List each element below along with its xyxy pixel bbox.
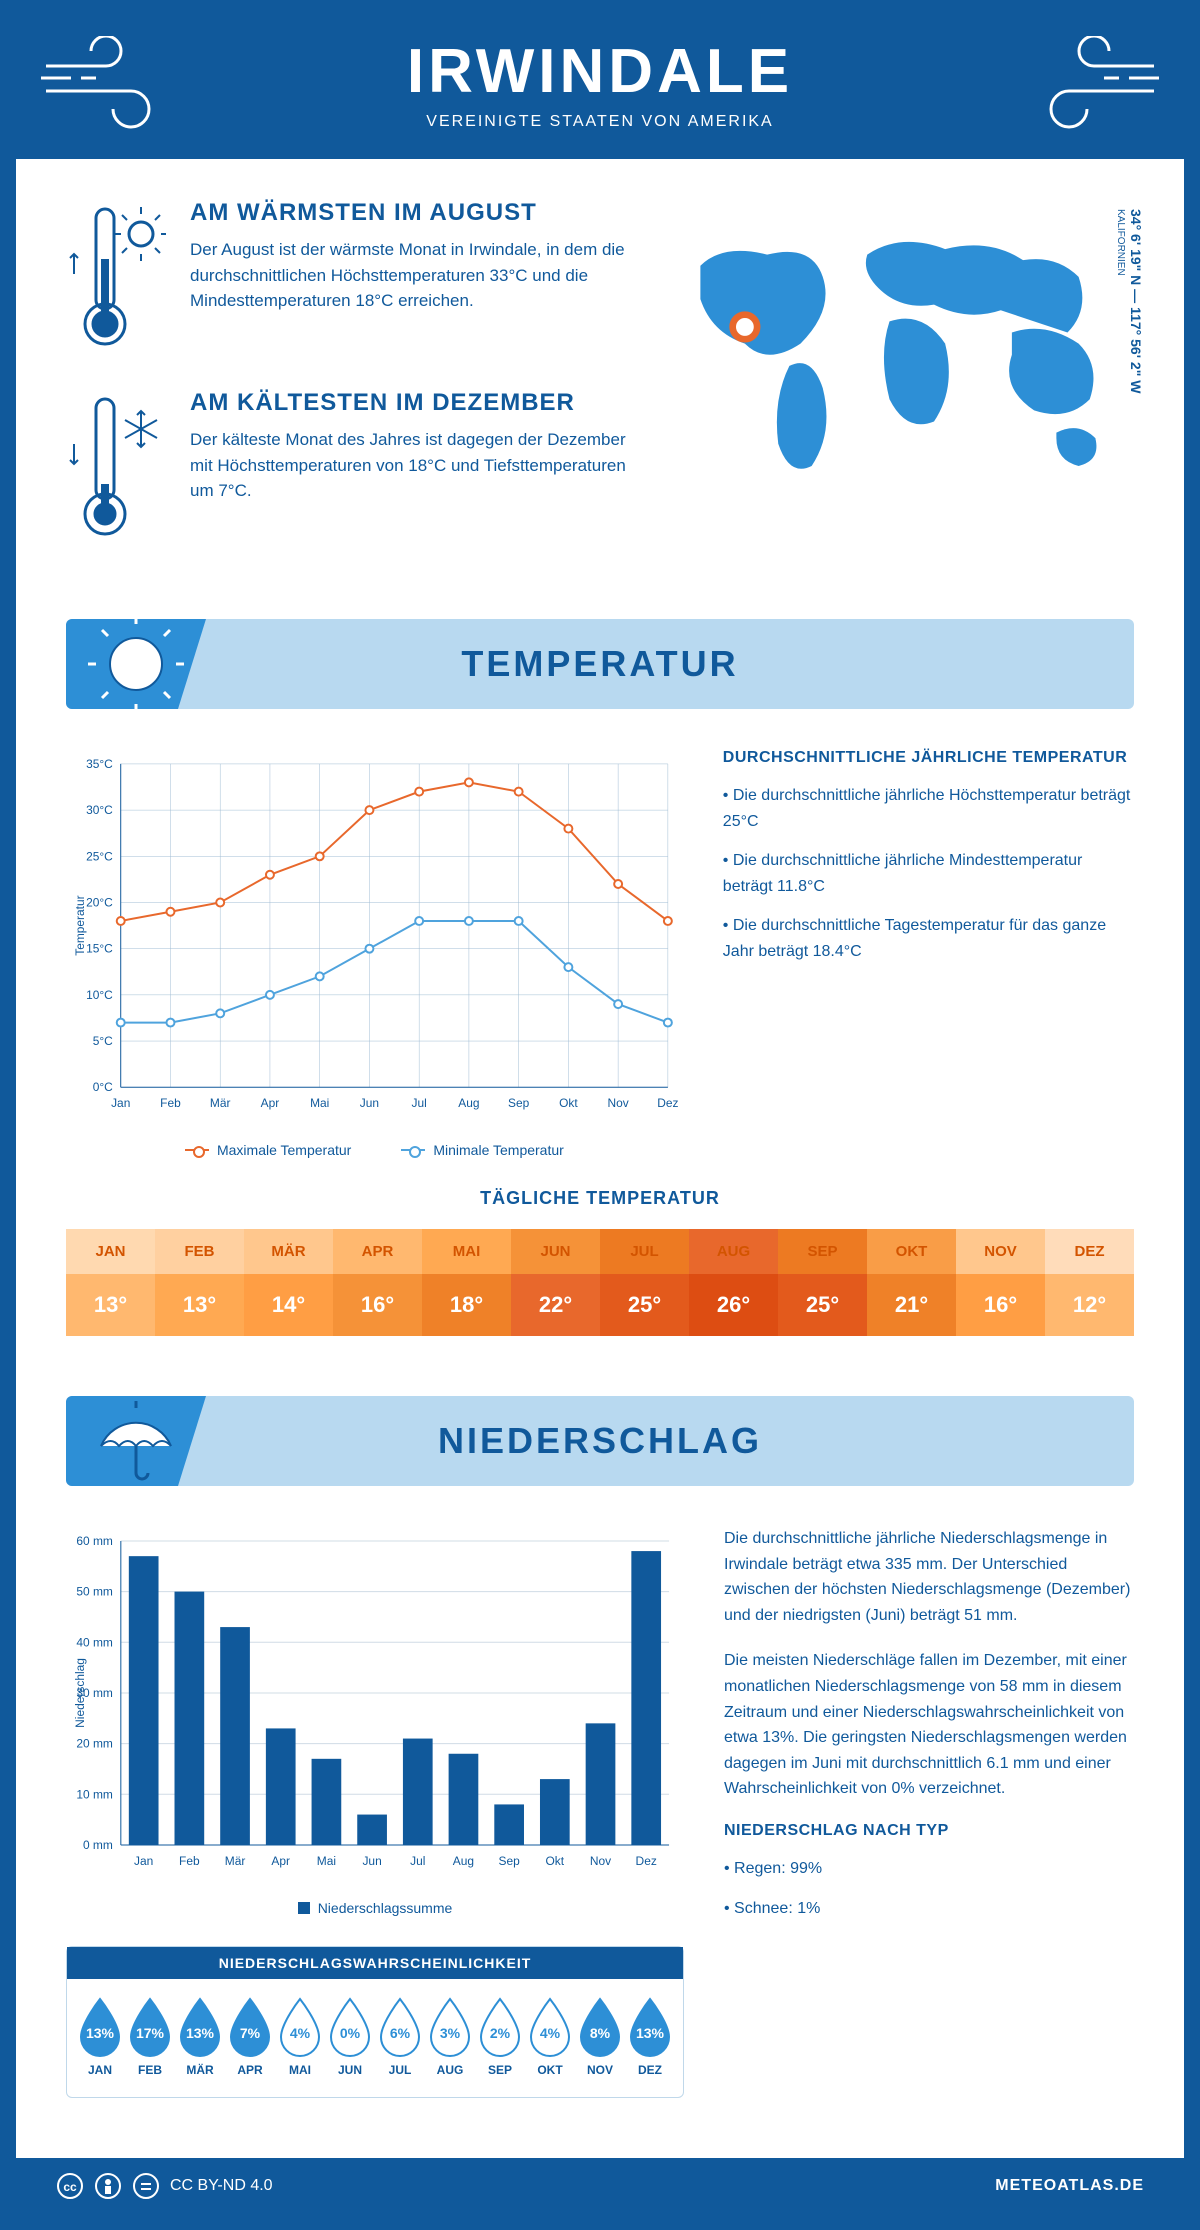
svg-text:Aug: Aug (458, 1096, 479, 1110)
svg-text:Okt: Okt (559, 1096, 578, 1110)
chart-legend: Niederschlagssumme (66, 1900, 684, 1916)
svg-text:Mär: Mär (225, 1854, 246, 1868)
coordinates: 34° 6' 19" N — 117° 56' 2" W KALIFORNIEN (1112, 209, 1144, 393)
svg-text:0 mm: 0 mm (83, 1838, 113, 1852)
svg-text:20 mm: 20 mm (76, 1737, 113, 1751)
svg-text:60 mm: 60 mm (76, 1534, 113, 1548)
bullet: • Schnee: 1% (724, 1896, 1134, 1922)
svg-text:Jan: Jan (134, 1854, 153, 1868)
svg-text:Nov: Nov (590, 1854, 611, 1868)
thermometer-sun-icon (66, 199, 166, 359)
svg-text:35°C: 35°C (86, 757, 113, 771)
bullet: • Die durchschnittliche jährliche Höchst… (723, 783, 1134, 834)
svg-text:15°C: 15°C (86, 942, 113, 956)
page-subtitle: VEREINIGTE STAATEN VON AMERIKA (16, 113, 1184, 131)
svg-text:Apr: Apr (271, 1854, 290, 1868)
daily-temp-title: TÄGLICHE TEMPERATUR (66, 1188, 1134, 1209)
drop-cell: 13% MÄR (175, 1995, 225, 2077)
drop-cell: 7% APR (225, 1995, 275, 2077)
precip-bar-chart: 0 mm10 mm20 mm30 mm40 mm50 mm60 mmJanFeb… (66, 1526, 684, 1885)
precip-prob-box: NIEDERSCHLAGSWAHRSCHEINLICHKEIT 13% JAN … (66, 1946, 684, 2098)
fact-title: AM WÄRMSTEN IM AUGUST (190, 199, 627, 227)
side-title: DURCHSCHNITTLICHE JÄHRLICHE TEMPERATUR (723, 749, 1134, 767)
fact-text: Der kälteste Monat des Jahres ist dagege… (190, 427, 627, 504)
svg-text:Feb: Feb (179, 1854, 200, 1868)
daily-temp-table: JANFEBMÄRAPRMAIJUNJULAUGSEPOKTNOVDEZ13°1… (66, 1229, 1134, 1336)
fact-text: Der August ist der wärmste Monat in Irwi… (190, 237, 627, 314)
drop-cell: 13% DEZ (625, 1995, 675, 2077)
svg-text:Nov: Nov (608, 1096, 629, 1110)
header: IRWINDALE VEREINIGTE STAATEN VON AMERIKA (16, 16, 1184, 159)
drop-cell: 17% FEB (125, 1995, 175, 2077)
svg-text:10°C: 10°C (86, 988, 113, 1002)
svg-text:Temperatur: Temperatur (73, 895, 87, 955)
svg-text:Apr: Apr (261, 1096, 280, 1110)
svg-text:cc: cc (63, 2180, 77, 2194)
precip-para: Die meisten Niederschläge fallen im Deze… (724, 1648, 1134, 1802)
svg-text:Mai: Mai (317, 1854, 336, 1868)
drop-cell: 0% JUN (325, 1995, 375, 2077)
drop-cell: 13% JAN (75, 1995, 125, 2077)
fact-coldest: AM KÄLTESTEN IM DEZEMBER Der kälteste Mo… (66, 389, 627, 549)
drop-cell: 8% NOV (575, 1995, 625, 2077)
nd-icon (132, 2172, 160, 2200)
section-banner-temperature: TEMPERATUR (66, 619, 1134, 709)
page-title: IRWINDALE (16, 36, 1184, 107)
fact-warmest: AM WÄRMSTEN IM AUGUST Der August ist der… (66, 199, 627, 359)
svg-text:Mai: Mai (310, 1096, 329, 1110)
svg-text:Dez: Dez (657, 1096, 678, 1110)
svg-text:Jan: Jan (111, 1096, 130, 1110)
svg-text:25°C: 25°C (86, 849, 113, 863)
cc-icon: cc (56, 2172, 84, 2200)
svg-text:10 mm: 10 mm (76, 1787, 113, 1801)
svg-text:Feb: Feb (160, 1096, 181, 1110)
svg-text:Niederschlag: Niederschlag (73, 1658, 87, 1728)
bullet: • Die durchschnittliche jährliche Mindes… (723, 848, 1134, 899)
chart-legend: Maximale Temperatur Minimale Temperatur (66, 1142, 683, 1158)
umbrella-icon (86, 1396, 186, 1486)
svg-text:Jun: Jun (360, 1096, 379, 1110)
wind-icon (36, 36, 176, 136)
wind-icon (1024, 36, 1164, 136)
svg-text:Jun: Jun (362, 1854, 381, 1868)
precip-type-title: NIEDERSCHLAG NACH TYP (724, 1822, 1134, 1840)
by-icon (94, 2172, 122, 2200)
precip-para: Die durchschnittliche jährliche Niedersc… (724, 1526, 1134, 1628)
section-banner-precip: NIEDERSCHLAG (66, 1396, 1134, 1486)
svg-text:Jul: Jul (412, 1096, 427, 1110)
facts-row: AM WÄRMSTEN IM AUGUST Der August ist der… (66, 199, 1134, 579)
svg-text:Dez: Dez (636, 1854, 657, 1868)
svg-text:Sep: Sep (499, 1854, 521, 1868)
bullet: • Regen: 99% (724, 1856, 1134, 1882)
bullet: • Die durchschnittliche Tagestemperatur … (723, 913, 1134, 964)
world-map-icon (667, 199, 1134, 488)
svg-text:Mär: Mär (210, 1096, 231, 1110)
svg-text:Okt: Okt (546, 1854, 565, 1868)
drop-cell: 4% OKT (525, 1995, 575, 2077)
svg-text:30°C: 30°C (86, 803, 113, 817)
svg-text:0°C: 0°C (93, 1080, 113, 1094)
footer: cc CC BY-ND 4.0 METEOATLAS.DE (16, 2158, 1184, 2214)
svg-text:50 mm: 50 mm (76, 1585, 113, 1599)
svg-text:5°C: 5°C (93, 1034, 113, 1048)
thermometer-snow-icon (66, 389, 166, 549)
svg-text:40 mm: 40 mm (76, 1635, 113, 1649)
drop-cell: 2% SEP (475, 1995, 525, 2077)
brand-label: METEOATLAS.DE (995, 2177, 1144, 2195)
svg-text:Jul: Jul (410, 1854, 425, 1868)
fact-title: AM KÄLTESTEN IM DEZEMBER (190, 389, 627, 417)
svg-text:20°C: 20°C (86, 895, 113, 909)
svg-text:Sep: Sep (508, 1096, 530, 1110)
temperature-line-chart: 0°C 5°C 10°C 15°C 20°C 25°C 30°C 35°C Jan Feb Mär A… (66, 749, 683, 1127)
license-label: CC BY-ND 4.0 (170, 2177, 273, 2195)
section-title: TEMPERATUR (66, 643, 1134, 685)
section-title: NIEDERSCHLAG (66, 1420, 1134, 1462)
drop-cell: 4% MAI (275, 1995, 325, 2077)
drop-cell: 3% AUG (425, 1995, 475, 2077)
sun-icon (86, 619, 186, 709)
drop-cell: 6% JUL (375, 1995, 425, 2077)
svg-text:Aug: Aug (453, 1854, 474, 1868)
